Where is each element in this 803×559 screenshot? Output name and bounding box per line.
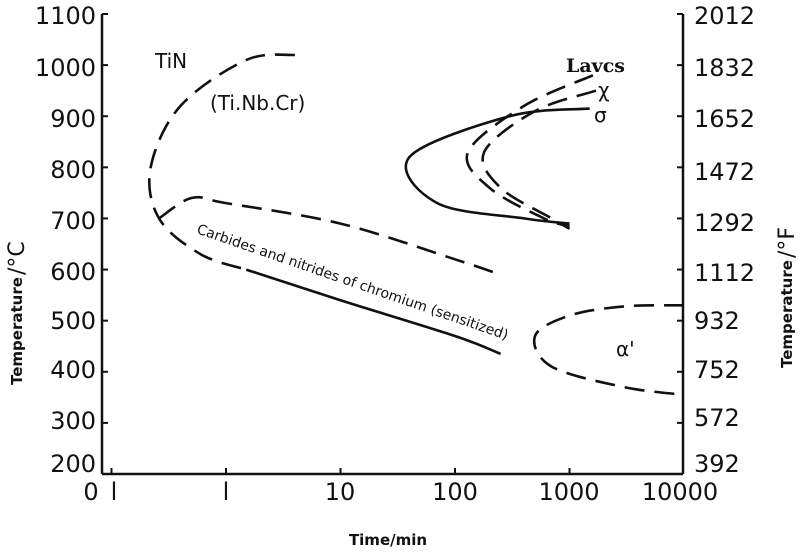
- left-axis-unit: /°C: [5, 241, 30, 275]
- right-axis-title: Temperature /°F: [775, 227, 800, 368]
- x-tick-label: l: [111, 478, 118, 506]
- right-axis-title-text: Temperature: [778, 260, 796, 368]
- laves-label: Lavcs: [566, 55, 625, 77]
- x-tick-label: 0: [83, 478, 98, 506]
- left-tick-label: 700: [50, 207, 96, 235]
- left-tick-label: 400: [50, 356, 96, 384]
- curve-laves: [465, 74, 594, 228]
- left-tick-label: 900: [50, 105, 96, 133]
- curve-series: [404, 107, 590, 225]
- x-tick-label: 10: [325, 478, 356, 506]
- right-tick-label: 392: [694, 450, 740, 478]
- left-tick-label: 600: [50, 258, 96, 286]
- alpha-prime-label: α': [616, 337, 635, 361]
- right-tick-marks: [677, 13, 683, 475]
- right-tick-label: 2012: [694, 2, 755, 30]
- left-tick-label: 800: [50, 156, 96, 184]
- x-tick-label: 100: [432, 478, 478, 506]
- right-tick-label: 1652: [694, 105, 755, 133]
- curve-carbides-upper: [158, 195, 502, 276]
- left-tick-label: 300: [50, 407, 96, 435]
- sigma-label: σ: [594, 103, 607, 127]
- right-tick-label: 932: [694, 307, 740, 335]
- right-tick-label: 1112: [694, 259, 755, 287]
- left-tick-label: 1000: [35, 54, 96, 82]
- chi-label: χ: [598, 78, 610, 102]
- right-tick-label: 752: [694, 356, 740, 384]
- x-axis-title: Time/min: [349, 531, 427, 549]
- curve-tin: [148, 53, 296, 271]
- left-tick-marks: [102, 13, 108, 475]
- right-tick-label: 1832: [694, 54, 755, 82]
- right-tick-label: 572: [694, 404, 740, 432]
- tin-composition-label: (Ti.Nb.Cr): [210, 91, 305, 115]
- right-axis-unit: /°F: [775, 227, 800, 258]
- left-axis-title-text: Temperature: [8, 277, 26, 385]
- left-tick-label: 1100: [35, 2, 96, 30]
- curve-carbides-lower: [245, 268, 502, 356]
- left-tick-label: 500: [50, 307, 96, 335]
- x-tick-label: 10000: [642, 478, 718, 506]
- carbides-label: Carbides and nitrides of chromium (sensi…: [195, 222, 511, 344]
- right-tick-label: 1472: [694, 158, 755, 186]
- right-tick-label: 1292: [694, 209, 755, 237]
- x-tick-label: l: [223, 478, 230, 506]
- tin-label: TiN: [154, 49, 187, 73]
- bottom-tick-marks: [110, 468, 571, 474]
- curves: [148, 53, 685, 397]
- left-tick-label: 200: [50, 450, 96, 478]
- left-axis-title: Temperature /°C: [5, 241, 30, 385]
- x-tick-label: 1000: [538, 478, 599, 506]
- curve-series: [532, 303, 685, 397]
